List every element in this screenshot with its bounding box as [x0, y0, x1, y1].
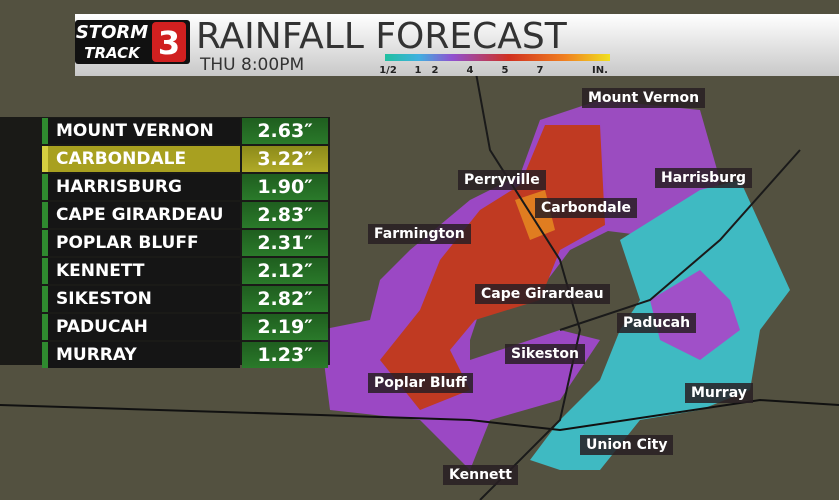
city-name: POPLAR BLUFF: [42, 230, 240, 256]
legend-label: 5: [502, 65, 509, 76]
city-label: Paducah: [617, 313, 697, 333]
city-label: Poplar Bluff: [368, 373, 473, 393]
subtitle: THU 8:00PM: [199, 55, 304, 75]
rain-amount: 2.12″: [242, 258, 328, 284]
city-label: Perryville: [458, 170, 546, 190]
legend-label: 7: [537, 65, 544, 76]
rain-amount: 2.31″: [242, 230, 328, 256]
legend-label: 4: [467, 65, 474, 76]
legend-label: 1/2: [379, 65, 397, 76]
table-row: KENNETT 2.12″: [0, 258, 330, 284]
legend-label: 1: [415, 65, 422, 76]
logo-number: 3: [158, 24, 180, 62]
city-label: Harrisburg: [655, 168, 753, 188]
city-name: SIKESTON: [42, 286, 240, 312]
rain-amount: 1.23″: [242, 342, 328, 368]
table-row: CAPE GIRARDEAU 2.83″: [0, 202, 330, 228]
legend-label: IN.: [592, 65, 608, 76]
city-name: KENNETT: [42, 258, 240, 284]
city-name: MURRAY: [42, 342, 240, 368]
table-row: HARRISBURG 1.90″: [0, 174, 330, 200]
logo-bottom: TRACK: [84, 44, 141, 62]
legend-scale: [385, 54, 610, 61]
rain-amount: 2.82″: [242, 286, 328, 312]
table-row: CARBONDALE 3.22″: [0, 146, 330, 172]
rain-amount: 1.90″: [242, 174, 328, 200]
city-name: CARBONDALE: [42, 146, 240, 172]
logo-top: STORM: [76, 22, 148, 43]
city-label: Cape Girardeau: [475, 284, 610, 304]
rain-amount: 2.63″: [242, 118, 328, 144]
city-name: CAPE GIRARDEAU: [42, 202, 240, 228]
city-label: Mount Vernon: [582, 88, 706, 108]
table-row: MOUNT VERNON 2.63″: [0, 118, 330, 144]
table-row: MURRAY 1.23″: [0, 342, 330, 368]
city-label: Kennett: [443, 465, 518, 485]
city-label: Farmington: [368, 224, 471, 244]
city-name: MOUNT VERNON: [42, 118, 240, 144]
table-row: PADUCAH 2.19″: [0, 314, 330, 340]
table-row: POPLAR BLUFF 2.31″: [0, 230, 330, 256]
rain-amount: 3.22″: [242, 146, 328, 172]
city-name: HARRISBURG: [42, 174, 240, 200]
city-label: Union City: [580, 435, 674, 455]
title: RAINFALL FORECAST: [196, 16, 568, 57]
city-label: Murray: [685, 383, 753, 403]
table-row: SIKESTON 2.82″: [0, 286, 330, 312]
rain-amount: 2.83″: [242, 202, 328, 228]
city-label: Carbondale: [535, 198, 637, 218]
rain-amount: 2.19″: [242, 314, 328, 340]
city-label: Sikeston: [505, 344, 585, 364]
legend-label: 2: [432, 65, 439, 76]
city-name: PADUCAH: [42, 314, 240, 340]
